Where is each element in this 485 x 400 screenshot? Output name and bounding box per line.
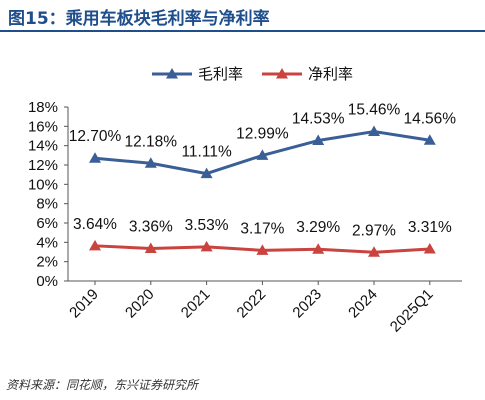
y-tick-label: 16%	[28, 118, 58, 135]
gross-margin-marker	[423, 134, 436, 145]
y-tick-label: 2%	[36, 254, 58, 271]
x-tick-label: 2019	[66, 286, 102, 322]
net-margin-data-label: 2.97%	[352, 222, 396, 239]
gross-margin-marker	[312, 134, 325, 146]
net-margin-marker	[200, 240, 213, 252]
legend-net-marker	[276, 68, 288, 79]
y-tick-label: 6%	[36, 215, 58, 232]
net-margin-marker	[312, 243, 325, 254]
y-tick-label: 4%	[36, 234, 58, 251]
legend-gross-marker	[166, 68, 178, 79]
x-tick-label: 2025Q1	[387, 286, 437, 336]
gross-margin-marker	[200, 167, 213, 179]
y-tick-label: 18%	[28, 99, 58, 116]
x-tick-label: 2022	[234, 286, 270, 322]
gross-margin-data-label: 15.46%	[348, 102, 401, 119]
x-tick-label: 2021	[178, 286, 214, 322]
y-tick-label: 12%	[28, 157, 58, 174]
x-tick-label: 2020	[122, 286, 158, 322]
figure-title: 图15：乘用车板块毛利率与净利率	[8, 9, 270, 29]
net-margin-marker	[89, 239, 101, 251]
net-margin-data-label: 3.53%	[185, 217, 229, 234]
net-margin-marker	[144, 242, 157, 254]
net-margin-marker	[423, 243, 436, 254]
net-margin-data-label: 3.29%	[296, 219, 340, 236]
gross-margin-data-label: 12.18%	[125, 133, 178, 150]
net-margin-data-label: 3.64%	[73, 216, 117, 233]
gross-margin-marker	[144, 157, 157, 168]
net-margin-data-label: 3.36%	[129, 219, 173, 236]
net-margin-data-label: 3.17%	[240, 220, 284, 237]
net-margin-data-label: 3.31%	[408, 219, 452, 236]
x-tick-label: 2024	[345, 286, 381, 322]
gross-margin-data-label: 14.53%	[292, 111, 345, 128]
title-divider	[0, 30, 485, 32]
net-margin-marker	[368, 246, 380, 257]
gross-margin-data-label: 14.56%	[404, 110, 457, 127]
y-tick-label: 10%	[28, 176, 58, 193]
gross-margin-data-label: 12.70%	[69, 128, 122, 145]
y-tick-label: 8%	[36, 196, 58, 213]
y-tick-label: 14%	[28, 138, 58, 155]
gross-margin-marker	[89, 152, 101, 163]
legend-net-label: 净利率	[308, 65, 353, 83]
gross-margin-data-label: 11.11%	[181, 144, 231, 161]
source-note: 资料来源：同花顺，东兴证券研究所	[6, 378, 199, 392]
y-tick-label: 0%	[36, 273, 58, 290]
legend-gross-label: 毛利率	[198, 65, 243, 83]
gross-margin-marker	[368, 125, 380, 137]
net-margin-marker	[256, 244, 269, 255]
gross-margin-marker	[256, 149, 269, 160]
gross-margin-data-label: 12.99%	[236, 125, 289, 142]
x-tick-label: 2023	[289, 286, 325, 322]
